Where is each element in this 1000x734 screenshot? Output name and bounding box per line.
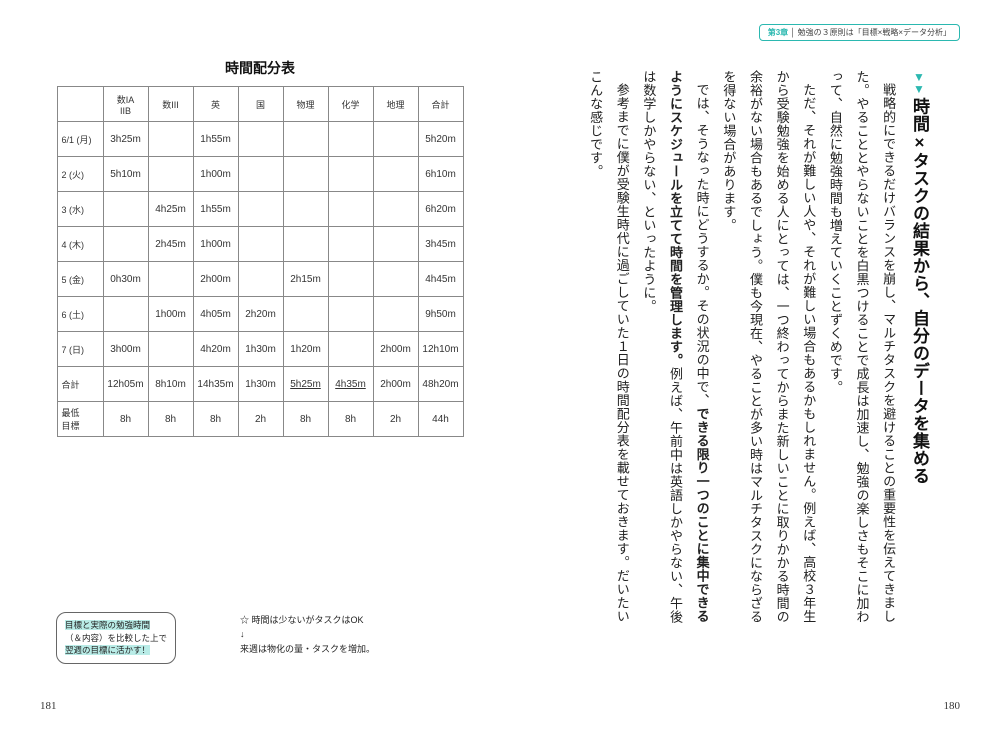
table-row: 3 (水) 4h25m 1h55m 6h20m [57, 192, 463, 227]
chapter-text: 勉強の３原則は「目標×戦略×データ分析」 [798, 28, 951, 37]
note-bubble-line3: 翌週の目標に活かす！ [65, 645, 150, 655]
col-chemistry: 化学 [328, 87, 373, 122]
section-title: 時間×タスクの結果から、自分のデータを集める [910, 98, 929, 485]
note-star: ☆ 時間は少ないがタスクはOK ↓ 来週は物化の量・タスクを増加。 [240, 613, 375, 656]
col-blank [57, 87, 103, 122]
time-allocation-table: 数IAIIB 数III 英 国 物理 化学 地理 合計 6/1 (月) 3h25… [57, 86, 464, 437]
col-japanese: 国 [238, 87, 283, 122]
table-row: 2 (火) 5h10m 1h00m 6h10m [57, 157, 463, 192]
col-physics: 物理 [283, 87, 328, 122]
table-row: 6/1 (月) 3h25m 1h55m 5h20m [57, 122, 463, 157]
table-row: 4 (木) 2h45m 1h00m 3h45m [57, 227, 463, 262]
note-bubble: 目標と実際の勉強時間 （＆内容）を比較した上で 翌週の目標に活かす！ [56, 612, 176, 664]
table-row: 6 (土) 1h00m 4h05m 2h20m 9h50m [57, 297, 463, 332]
paragraph-3: では、そうなった時にどうするか。その状況の中で、できる限り一つのことに集中できる… [635, 70, 715, 630]
paragraph-1: 戦略的にできるだけバランスを崩し、マルチタスクを避けることの重要性を伝えてきまし… [821, 70, 901, 630]
col-english: 英 [193, 87, 238, 122]
chapter-number: 第3章 [768, 28, 788, 37]
paragraph-4: 参考までに僕が受験生時代に過ごしていた１日の時間配分表を載せておきます。だいたい… [581, 70, 634, 630]
col-math1a2b: 数IAIIB [103, 87, 148, 122]
col-total: 合計 [418, 87, 463, 122]
table-title: 時間配分表 [40, 58, 480, 78]
note-star-line1: ☆ 時間は少ないがタスクはOK [240, 615, 364, 625]
table-row-goal: 最低目標 8h 8h 8h 2h 8h 8h 2h 44h [57, 402, 463, 437]
chapter-header: 第3章 │ 勉強の３原則は「目標×戦略×データ分析」 [759, 24, 960, 41]
note-star-line2: 来週は物化の量・タスクを増加。 [240, 644, 375, 654]
page-number-left: 181 [40, 700, 57, 712]
table-row: 5 (金) 0h30m 2h00m 2h15m 4h45m [57, 262, 463, 297]
paragraph-2: ただ、それが難しい人や、それが難しい場合もあるかもしれません。例えば、高校３年生… [715, 70, 822, 630]
table-row: 7 (日) 3h00m 4h20m 1h30m 1h20m 2h00m 12h1… [57, 332, 463, 367]
body-text: ▼▼ 時間×タスクの結果から、自分のデータを集める 戦略的にできるだけバランスを… [581, 70, 936, 630]
section-heading: ▼▼ 時間×タスクの結果から、自分のデータを集める [901, 70, 936, 485]
table-row-total: 合計 12h05m 8h10m 14h35m 1h30m 5h25m 4h35m… [57, 367, 463, 402]
triangle-marker-icon: ▼▼ [912, 70, 926, 94]
note-star-arrow: ↓ [240, 629, 245, 639]
note-bubble-line1: 目標と実際の勉強時間 [65, 620, 150, 630]
col-geography: 地理 [373, 87, 418, 122]
note-bubble-line2: （＆内容）を比較した上で [65, 633, 167, 643]
page-180: 第3章 │ 勉強の３原則は「目標×戦略×データ分析」 ▼▼ 時間×タスクの結果か… [500, 0, 1000, 734]
table-header-row: 数IAIIB 数III 英 国 物理 化学 地理 合計 [57, 87, 463, 122]
page-number-right: 180 [944, 700, 961, 712]
chapter-title: │ [790, 28, 797, 37]
col-math3: 数III [148, 87, 193, 122]
page-181: 時間配分表 数IAIIB 数III 英 国 物理 化学 地理 合計 6/1 (月… [0, 0, 500, 734]
